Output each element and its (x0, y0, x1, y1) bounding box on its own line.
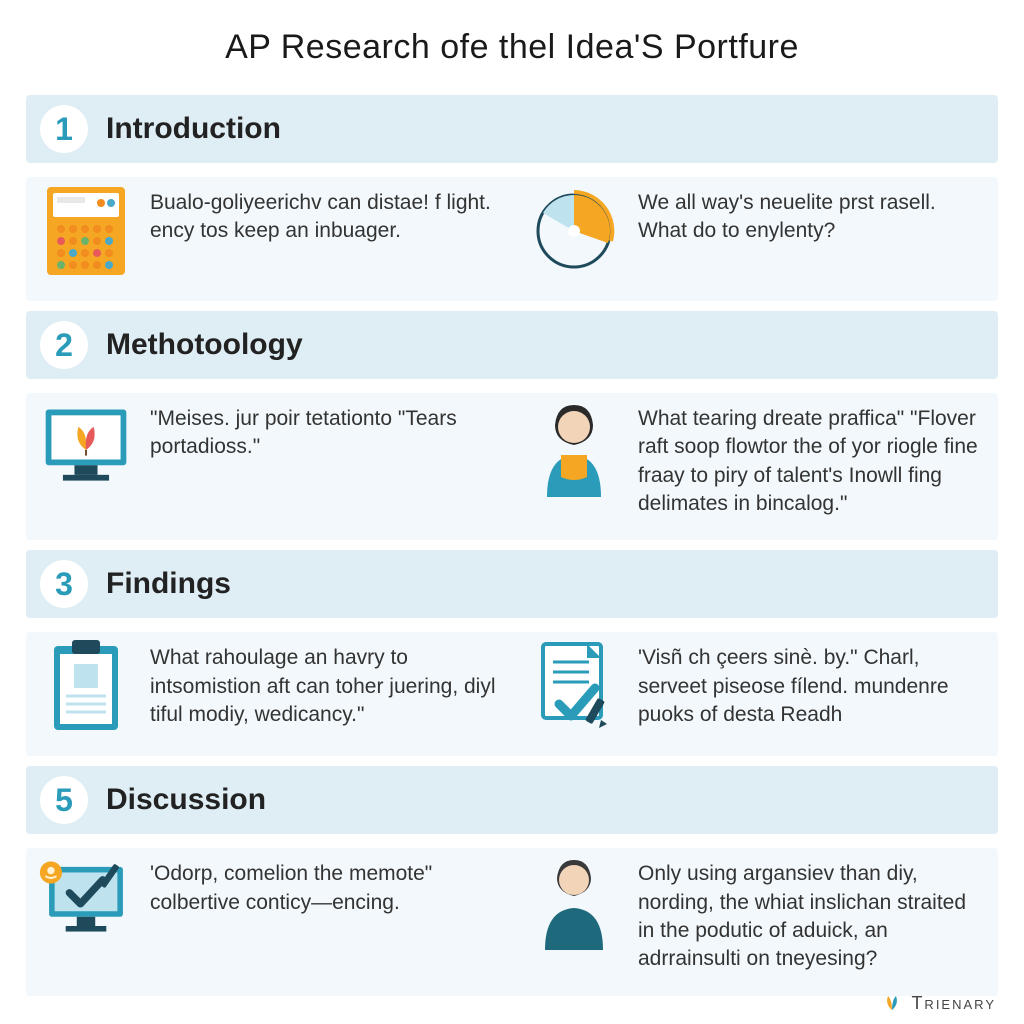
section-2-right: What tearing dreate praffica" "Flover ra… (526, 399, 986, 518)
footer-brand: Trienary (881, 992, 996, 1014)
page-title: AP Research ofe thel Idea'S Portfure (26, 28, 998, 67)
section-3-number: 3 (40, 560, 88, 608)
section-2-header: 2 Methotoology (26, 311, 998, 379)
person-female-icon (526, 399, 622, 495)
monitor-check-icon (38, 854, 134, 950)
section-3-title: Findings (106, 567, 231, 601)
section-4-right: Only using argansiev than diy, nording, … (526, 854, 986, 973)
section-1-right: We all way's neuelite prst rasell. What … (526, 183, 986, 279)
section-1-left: Bualo-goliyeerichv can distae! f light. … (38, 183, 498, 279)
section-1-title: Introduction (106, 112, 281, 146)
section-3-body: What rahoulage an havry to intsomistion … (26, 632, 998, 756)
section-4-title: Discussion (106, 783, 266, 817)
section-1-left-text: Bualo-goliyeerichv can distae! f light. … (150, 183, 498, 246)
section-4-right-text: Only using argansiev than diy, nording, … (638, 854, 986, 973)
section-3-left-text: What rahoulage an havry to intsomistion … (150, 638, 498, 729)
section-3-right: 'Visñ ch çeers sinè. by." Charl, serveet… (526, 638, 986, 734)
section-4-number: 5 (40, 776, 88, 824)
section-4-left: 'Odorp, comelion the memote" colbertive … (38, 854, 498, 973)
section-2-left: "Meises. jur poir tetationto "Tears port… (38, 399, 498, 518)
section-1-body: Bualo-goliyeerichv can distae! f light. … (26, 177, 998, 301)
section-3-header: 3 Findings (26, 550, 998, 618)
section-2-right-text: What tearing dreate praffica" "Flover ra… (638, 399, 986, 518)
section-3-left: What rahoulage an havry to intsomistion … (38, 638, 498, 734)
monitor-leaf-icon (38, 399, 134, 495)
section-2-left-text: "Meises. jur poir tetationto "Tears port… (150, 399, 498, 462)
section-1-right-text: We all way's neuelite prst rasell. What … (638, 183, 986, 246)
section-1-header: 1 Introduction (26, 95, 998, 163)
section-1-number: 1 (40, 105, 88, 153)
section-3-right-text: 'Visñ ch çeers sinè. by." Charl, serveet… (638, 638, 986, 729)
section-4-header: 5 Discussion (26, 766, 998, 834)
section-2-body: "Meises. jur poir tetationto "Tears port… (26, 393, 998, 540)
section-2-number: 2 (40, 321, 88, 369)
section-2-title: Methotoology (106, 328, 303, 362)
pie-chart-icon (526, 183, 622, 279)
brand-text: Trienary (911, 993, 996, 1014)
section-4-left-text: 'Odorp, comelion the memote" colbertive … (150, 854, 498, 917)
brand-logo-icon (881, 992, 903, 1014)
calendar-tablet-icon (38, 183, 134, 279)
section-4-body: 'Odorp, comelion the memote" colbertive … (26, 848, 998, 995)
clipboard-icon (38, 638, 134, 734)
document-check-icon (526, 638, 622, 734)
person-male-icon (526, 854, 622, 950)
infographic-page: AP Research ofe thel Idea'S Portfure 1 I… (0, 0, 1024, 1012)
